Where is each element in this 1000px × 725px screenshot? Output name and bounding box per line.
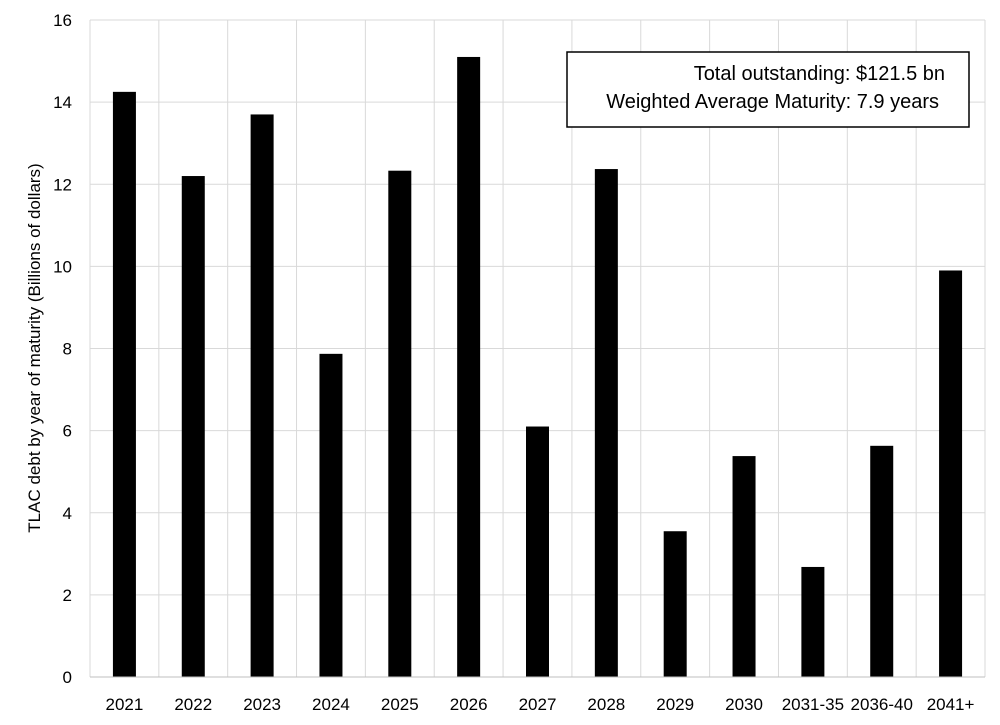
bar-2029 [663,531,687,677]
y-tick-label: 6 [63,422,72,441]
y-tick-label: 16 [53,11,72,30]
x-tick-label: 2036-40 [851,695,913,714]
x-tick-label: 2027 [519,695,557,714]
x-tick-label: 2029 [656,695,694,714]
bar-2025 [388,170,412,677]
bar-2026 [457,56,481,678]
y-tick-label: 12 [53,175,72,194]
x-tick-label: 2030 [725,695,763,714]
y-tick-label: 2 [63,586,72,605]
bar-2021 [112,91,136,677]
bars [112,56,963,678]
y-tick-label: 8 [63,340,72,359]
y-axis-ticks: 0 2 4 6 8 10 12 14 16 [53,11,72,687]
x-tick-label: 2022 [174,695,212,714]
bar-2022 [181,176,205,677]
x-tick-label: 2023 [243,695,281,714]
annotation-box-frame [566,51,970,128]
bar-2028 [594,169,618,677]
x-tick-label: 2031-35 [782,695,844,714]
annotation-weighted-average-maturity: Weighted Average Maturity: 7.9 years [606,91,939,113]
bar-2024 [319,353,343,677]
y-axis-label: TLAC debt by year of maturity (Billions … [25,163,44,532]
x-tick-label: 2028 [587,695,625,714]
y-tick-label: 0 [63,668,72,687]
x-tick-label: 2024 [312,695,350,714]
bar-2031-35 [801,566,825,677]
x-tick-label: 2041+ [927,695,975,714]
annotation-total-outstanding: Total outstanding: $121.5 bn [694,63,945,85]
bar-2036-40 [870,445,894,677]
bar-2027 [526,426,549,677]
x-axis-ticks: 2021 2022 2023 2024 2025 2026 2027 2028 2029 2030… [106,695,975,714]
gridlines [89,19,986,678]
annotation-box: Total outstanding: $121.5 bn Weighted Av… [566,51,970,128]
y-tick-label: 14 [53,93,72,112]
y-tick-label: 4 [63,504,72,523]
bar-2030 [732,456,756,677]
x-tick-label: 2021 [106,695,144,714]
y-tick-label: 10 [53,257,72,276]
bar-2023 [250,114,274,678]
x-tick-label: 2025 [381,695,419,714]
x-tick-label: 2026 [450,695,488,714]
bar-2041+ [939,270,963,677]
